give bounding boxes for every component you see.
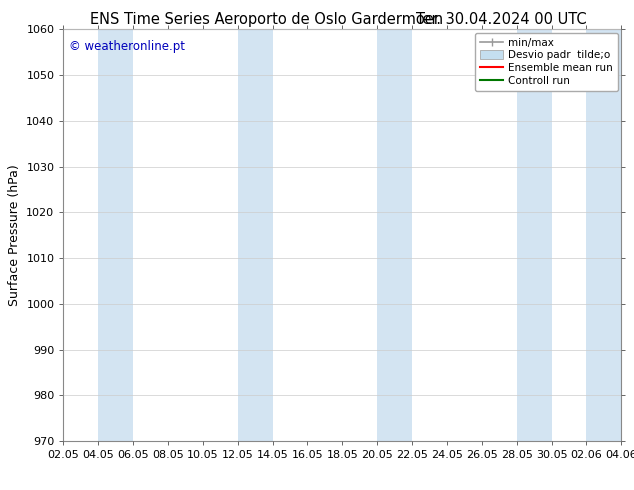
Bar bbox=[238, 29, 273, 441]
Text: © weatheronline.pt: © weatheronline.pt bbox=[69, 40, 185, 53]
Y-axis label: Surface Pressure (hPa): Surface Pressure (hPa) bbox=[8, 164, 21, 306]
Bar bbox=[586, 29, 621, 441]
Text: ENS Time Series Aeroporto de Oslo Gardermoen: ENS Time Series Aeroporto de Oslo Garder… bbox=[90, 12, 443, 27]
Text: Ter. 30.04.2024 00 UTC: Ter. 30.04.2024 00 UTC bbox=[415, 12, 586, 27]
Bar bbox=[377, 29, 412, 441]
Legend: min/max, Desvio padr  tilde;o, Ensemble mean run, Controll run: min/max, Desvio padr tilde;o, Ensemble m… bbox=[475, 32, 618, 91]
Bar bbox=[517, 29, 552, 441]
Bar bbox=[98, 29, 133, 441]
